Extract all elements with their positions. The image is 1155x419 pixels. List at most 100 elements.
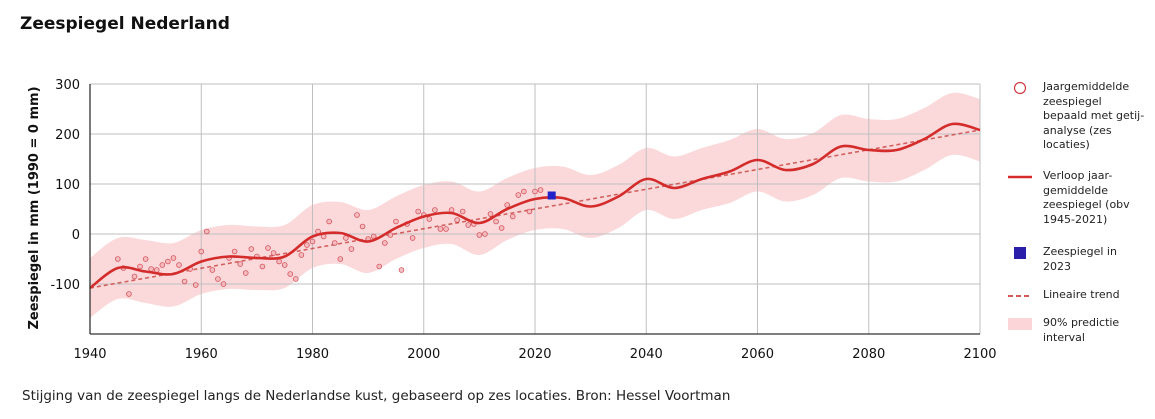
legend-label-trend: Lineaire trend [1043,288,1120,301]
observed-point-1975 [281,262,288,268]
observed-point-1963 [215,276,221,282]
y-axis-label: Zeespiegel in mm (1990 = 0 mm) [27,86,42,329]
observed-point-2016 [509,213,516,220]
observed-point-1945 [115,256,121,262]
legend-swatch-2023 [1014,247,1026,259]
legend-swatch-band [1008,318,1032,330]
observed-point-1961 [204,228,210,235]
observed-point-1977 [293,276,299,282]
x-tick-label-2020: 2020 [518,347,551,362]
observed-point-2014 [498,225,505,231]
observed-point-1983 [326,218,332,225]
x-tick-label-1980: 1980 [296,347,329,362]
observed-point-1972 [265,245,271,251]
observed-point-1980 [309,238,316,245]
observed-point-1971 [259,263,266,270]
observed-point-1962 [209,267,216,273]
observed-point-1976 [287,271,294,277]
y-tick-label-200: 200 [55,128,80,143]
observed-point-2021 [537,187,544,193]
observed-point-2004 [443,226,449,232]
observed-point-1994 [387,232,394,238]
y-tick-label-300: 300 [55,78,80,93]
chart-caption: Stijging van de zeespiegel langs de Nede… [22,388,731,404]
x-tick-label-2100: 2100 [963,347,996,362]
observed-point-1948 [131,273,138,280]
x-tick-label-2060: 2060 [741,347,774,362]
observed-point-2020 [532,188,538,195]
observed-point-1964 [220,281,227,287]
y-tick-label-100: 100 [55,178,80,193]
observed-point-1955 [170,255,177,261]
observed-point-1973 [270,250,277,256]
observed-point-2010 [476,232,483,238]
observed-point-2015 [504,202,510,208]
observed-point-2003 [437,226,444,232]
legend-label-2023: Zeespiegel in 2023 [1043,245,1117,273]
observed-point-1968 [242,270,249,276]
legend-swatch-trend [1008,295,1032,297]
observed-point-1956 [176,262,182,268]
legend-label-band: 90% predictie interval [1043,316,1120,344]
observed-point-1985 [337,256,344,262]
legend-label-curve: Verloop jaar-gemiddelde zeespiegel (obv … [1043,169,1130,226]
observed-point-1998 [409,235,416,241]
observed-point-1966 [231,248,238,255]
observed-point-1967 [237,261,243,267]
observed-point-1993 [382,240,388,246]
observed-point-2013 [493,218,499,225]
observed-point-1995 [393,218,399,225]
observed-point-2001 [426,216,433,222]
observed-point-2011 [482,231,488,237]
observed-point-1950 [142,256,149,262]
observed-point-2007 [459,208,466,215]
x-tick-label-2080: 2080 [852,347,885,362]
x-tick-label-1940: 1940 [73,347,106,362]
observed-point-1951 [148,266,154,272]
legend-label-observed: Jaargemiddelde zeespiegel bepaald met ge… [1043,80,1145,151]
observed-point-1957 [181,278,188,285]
observed-point-1996 [398,267,405,273]
observed-point-1959 [192,282,199,288]
legend-swatch-curve [1008,175,1032,179]
y-tick-labels: -100 0 100 200 300 [50,78,80,293]
observed-point-2019 [526,208,533,215]
observed-point-1974 [276,258,282,265]
marker-2023 [547,191,556,200]
observed-point-1979 [304,242,310,248]
y-tick-label--100: -100 [50,278,80,293]
smoothed-sea-level-curve [89,122,981,290]
smoothed-curve-layer [89,122,981,290]
marker-2023-layer [547,191,556,200]
observed-point-1978 [298,252,305,258]
observed-point-1947 [126,291,132,297]
x-tick-label-2040: 2040 [630,347,663,362]
axes-layer [89,84,980,335]
observed-point-1954 [165,258,171,265]
observed-point-1949 [137,263,143,270]
sea-level-chart: 1940 1960 1980 2000 2020 2040 2060 2080 2100 -10… [27,78,997,362]
observed-point-1992 [376,263,383,270]
x-tick-label-1960: 1960 [185,347,218,362]
observed-point-2012 [487,211,494,217]
y-tick-label-0: 0 [72,228,80,243]
observed-point-1953 [159,262,166,268]
observed-point-1988 [354,212,360,218]
trend-layer [89,129,981,289]
observed-point-2006 [454,217,460,223]
observed-point-2017 [515,192,522,198]
observed-point-2002 [432,207,438,213]
x-tick-labels: 1940 1960 1980 2000 2020 2040 2060 2080 2100 [73,347,996,362]
linear-trend-line [89,129,981,289]
observed-point-2008 [465,222,472,228]
observed-points-layer [115,187,544,297]
observed-point-1960 [198,248,205,255]
legend-swatch-observed [1013,81,1027,95]
observed-point-1999 [415,208,421,215]
observed-point-1969 [248,246,255,252]
observed-point-1987 [348,246,355,252]
observed-point-2018 [521,188,527,195]
chart-title: Zeespiegel Nederland [20,14,230,34]
grid-layer [89,83,981,334]
observed-point-1984 [331,240,338,246]
